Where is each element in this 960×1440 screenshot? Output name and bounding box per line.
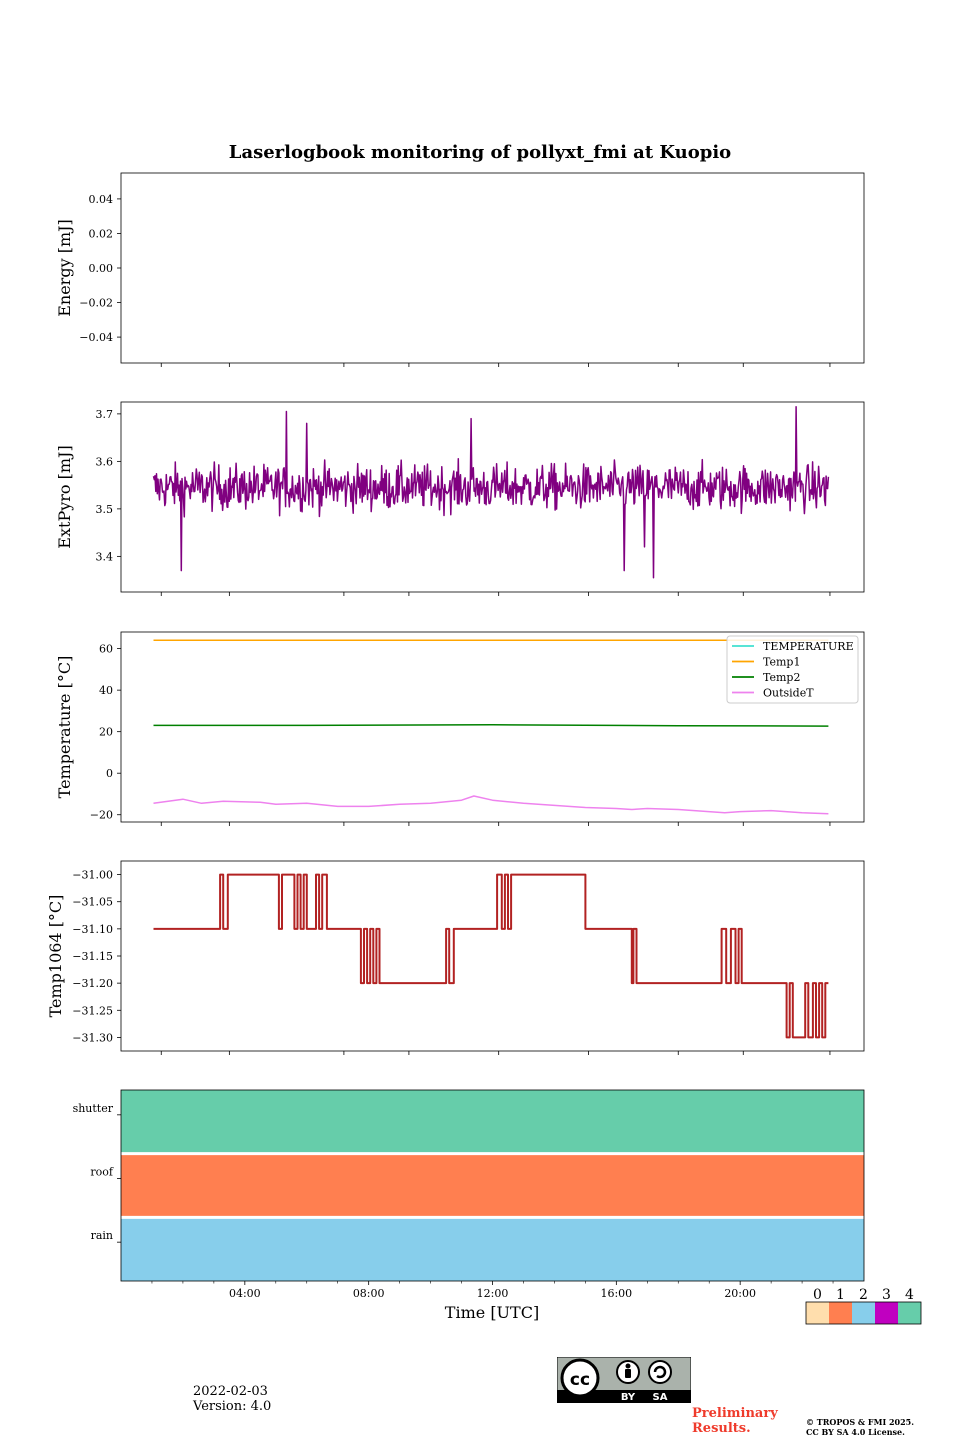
by-icon-body (625, 1369, 631, 1378)
y-tick-label: 60 (99, 643, 113, 656)
y-tick-label: −20 (90, 809, 113, 822)
x-tick-label: 12:00 (477, 1287, 509, 1300)
legend-entry-OutsideT: OutsideT (763, 687, 814, 700)
panel-frame (120, 631, 865, 823)
footer-version: Version: 4.0 (193, 1399, 272, 1414)
y-tick-label: 0.00 (89, 262, 114, 275)
colorbar-cell-4 (898, 1302, 921, 1324)
copyright-line-2: CC BY SA 4.0 License. (806, 1427, 905, 1437)
y-tick-label: 0.02 (89, 227, 114, 240)
series-line-Temp1064 (153, 873, 829, 1039)
panel-extpyro: 3.7 3.6 3.5 3.4 ExtPyro [mJ] (55, 401, 865, 596)
x-tick-label: 16:00 (600, 1287, 632, 1300)
sa-icon-arrow (653, 1365, 667, 1379)
x-tick-label: 08:00 (353, 1287, 385, 1300)
y-axis-label: ExtPyro [mJ] (55, 445, 74, 548)
legend-entry-Temp1: Temp1 (763, 656, 800, 669)
y-tick-label: −31.15 (72, 950, 113, 963)
footer-date: 2022-02-03 (193, 1384, 268, 1399)
x-axis: 04:00 08:00 12:00 16:00 20:00 (151, 1281, 834, 1300)
y-tick-label: 3.5 (96, 503, 114, 516)
colorbar-frame (805, 1301, 922, 1325)
y-tick-label: −31.20 (72, 977, 113, 990)
y-tick-label: −0.04 (79, 331, 113, 344)
legend-frame (726, 635, 859, 704)
status-band-roof (121, 1153, 864, 1218)
colorbar-tick-3: 3 (882, 1287, 891, 1303)
by-label: BY (621, 1392, 636, 1403)
preliminary-line-2: Results. (692, 1421, 751, 1436)
footer-info: 2022-02-03 Version: 4.0 (193, 1384, 271, 1414)
status-label-rain: rain (91, 1229, 113, 1242)
colorbar-cell-2 (852, 1302, 875, 1324)
cc-by-sa-logo: cc BY SA (557, 1357, 691, 1403)
status-band-rain (121, 1217, 864, 1281)
y-tick-label: 0 (106, 767, 113, 780)
y-tick-label: 3.7 (96, 408, 114, 421)
y-tick-label: −31.25 (72, 1004, 113, 1017)
cc-icon (560, 1358, 600, 1398)
y-axis-label: Energy [mJ] (55, 219, 74, 317)
panel-temperature: 60 40 20 0 −20 Temperature [°C] TEMPERATURE Tem… (55, 631, 865, 826)
colorbar-cell-1 (829, 1302, 852, 1324)
copyright-line-1: © TROPOS & FMI 2025. (806, 1417, 915, 1427)
status-band-shutter (121, 1090, 864, 1154)
x-axis-label: Time [UTC] (445, 1303, 539, 1322)
y-tick-label: −31.00 (72, 869, 113, 882)
panel-frame (120, 401, 865, 593)
legend: TEMPERATURE Temp1 Temp2 OutsideT (726, 635, 859, 704)
sa-icon (648, 1360, 672, 1384)
preliminary-note: Preliminary Results. (692, 1406, 778, 1436)
x-tick-label: 20:00 (724, 1287, 756, 1300)
status-label-shutter: shutter (73, 1102, 114, 1115)
panel-frame (120, 172, 865, 364)
by-icon-head (625, 1363, 631, 1369)
y-axis-label: Temp1064 [°C] (46, 895, 65, 1018)
y-tick-label: −31.30 (72, 1031, 113, 1044)
y-tick-label: 40 (99, 684, 113, 697)
y-tick-label: 3.6 (96, 455, 114, 468)
series-line-ExtPyro (152, 406, 830, 579)
sa-label: SA (653, 1392, 668, 1403)
y-axis-label: Temperature [°C] (55, 656, 74, 799)
legend-entry-TEMPERATURE: TEMPERATURE (763, 640, 854, 653)
colorbar-tick-4: 4 (905, 1287, 914, 1303)
preliminary-line-1: Preliminary (692, 1406, 778, 1421)
panel-temp1064: −31.00 −31.05 −31.10 −31.15 −31.20 −31.25 −31.… (46, 860, 865, 1055)
panel-status: shutter roof rain (73, 1089, 865, 1282)
x-tick-label: 04:00 (229, 1287, 261, 1300)
y-tick-label: −0.02 (79, 297, 113, 310)
legend-entry-Temp2: Temp2 (763, 671, 800, 684)
series-line-OutsideT (153, 795, 829, 815)
panel-energy: 0.04 0.02 0.00 −0.02 −0.04 Energy [mJ] (55, 172, 865, 367)
series-line-Temp2 (153, 724, 829, 727)
cc-icon-glyph: cc (570, 1370, 590, 1390)
y-tick-label: 20 (99, 726, 113, 739)
colorbar-cell-3 (875, 1302, 898, 1324)
y-tick-label: 3.4 (96, 550, 114, 563)
colorbar-tick-1: 1 (836, 1287, 845, 1303)
status-label-roof: roof (90, 1166, 114, 1179)
y-tick-label: 0.04 (89, 193, 114, 206)
chart-title: Laserlogbook monitoring of pollyxt_fmi a… (229, 142, 731, 163)
y-tick-label: −31.10 (72, 923, 113, 936)
y-tick-label: −31.05 (72, 896, 113, 909)
colorbar-cell-0 (806, 1302, 829, 1324)
colorbar-tick-0: 0 (813, 1287, 822, 1303)
panel-frame (120, 860, 865, 1052)
copyright-note: © TROPOS & FMI 2025. CC BY SA 4.0 Licens… (806, 1417, 914, 1437)
colorbar-tick-2: 2 (859, 1287, 868, 1303)
